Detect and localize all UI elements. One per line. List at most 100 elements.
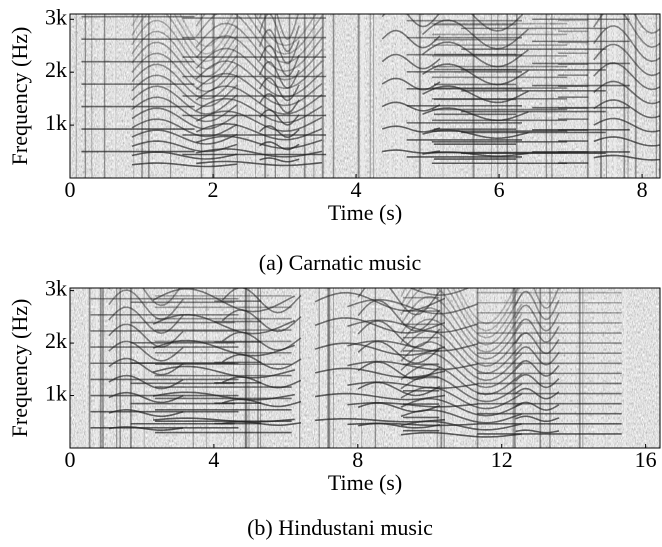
harmonic (408, 288, 470, 296)
harmonic (222, 398, 302, 408)
harmonic (258, 28, 300, 65)
harmonic (593, 14, 660, 49)
harmonic (221, 353, 302, 370)
harmonic (195, 97, 323, 124)
harmonic (457, 288, 516, 325)
harmonic (633, 14, 660, 34)
harmonic (314, 291, 446, 312)
harmonic (514, 304, 560, 332)
harmonic (131, 162, 238, 168)
harmonic (195, 110, 323, 132)
harmonic (195, 14, 323, 64)
harmonic (514, 288, 560, 310)
x-tick-label: 12 (491, 447, 513, 472)
harmonic (131, 151, 238, 160)
harmonic (195, 47, 323, 90)
x-tick-label: 0 (65, 447, 76, 472)
y-axis-label: Frequency (Hz) (7, 299, 32, 438)
x-tick-label: 8 (637, 177, 648, 202)
harmonic (400, 420, 522, 431)
harmonic (108, 340, 184, 362)
harmonic (514, 318, 560, 343)
harmonic (593, 25, 660, 63)
harmonic (514, 332, 560, 355)
harmonic (381, 14, 441, 28)
harmonic (195, 72, 323, 107)
harmonic (131, 14, 238, 63)
harmonic (347, 360, 478, 371)
harmonic (400, 363, 523, 396)
harmonic (357, 299, 441, 332)
harmonic (196, 160, 323, 167)
harmonic (514, 373, 560, 389)
harmonic (258, 14, 299, 41)
harmonic (515, 415, 560, 423)
harmonic (593, 136, 660, 147)
harmonic (195, 22, 323, 73)
harmonic (108, 408, 184, 418)
harmonic (381, 29, 441, 49)
harmonic (400, 431, 522, 438)
harmonic (400, 386, 523, 410)
caption: (a) Carnatic music (259, 250, 422, 275)
spectrogram-texture (70, 288, 660, 448)
harmonic (422, 63, 529, 86)
harmonic (347, 340, 478, 352)
y-tick-label: 1k (45, 110, 67, 135)
y-tick-label: 2k (45, 328, 67, 353)
harmonic (347, 381, 478, 389)
harmonic (131, 118, 238, 138)
x-tick-label: 16 (635, 447, 657, 472)
y-axis-label: Frequency (Hz) (7, 27, 32, 166)
harmonic (108, 357, 184, 376)
harmonic (381, 53, 441, 70)
harmonic (131, 107, 238, 130)
harmonic (381, 125, 441, 133)
x-tick-label: 6 (494, 177, 505, 202)
harmonic (131, 52, 238, 93)
harmonic (421, 14, 524, 32)
harmonic (593, 80, 660, 105)
harmonic (108, 391, 184, 404)
harmonic (152, 313, 296, 335)
harmonic (400, 352, 523, 389)
harmonic (400, 375, 523, 403)
x-tick-label: 8 (352, 447, 363, 472)
x-tick-label: 4 (351, 177, 362, 202)
x-tick-label: 0 (65, 177, 76, 202)
harmonic (347, 401, 478, 408)
harmonic (258, 45, 300, 77)
harmonic (196, 148, 323, 158)
caption: (b) Hindustani music (247, 515, 433, 540)
harmonic (131, 14, 234, 48)
harmonic (593, 99, 660, 119)
plot-frame (69, 287, 661, 449)
harmonic (108, 288, 181, 307)
harmonic (131, 14, 238, 55)
harmonic (515, 401, 560, 411)
harmonic (400, 288, 523, 339)
harmonic (258, 14, 300, 53)
harmonic (357, 381, 441, 397)
harmonic (195, 14, 317, 47)
harmonic (347, 319, 478, 334)
harmonic (347, 422, 478, 427)
harmonic (131, 30, 238, 78)
harmonic (593, 62, 660, 91)
harmonic (221, 309, 302, 333)
harmonic (314, 342, 446, 356)
harmonic (357, 320, 441, 348)
harmonic (382, 149, 441, 154)
harmonic (131, 63, 238, 100)
harmonic (195, 60, 323, 98)
harmonic (400, 318, 523, 367)
harmonic (195, 135, 323, 150)
spectrogram-texture (70, 14, 660, 178)
harmonic (593, 43, 660, 77)
harmonic (314, 367, 446, 379)
harmonic (131, 74, 238, 108)
y-tick-label: 1k (45, 381, 67, 406)
harmonic (515, 429, 560, 434)
harmonic (131, 140, 238, 153)
